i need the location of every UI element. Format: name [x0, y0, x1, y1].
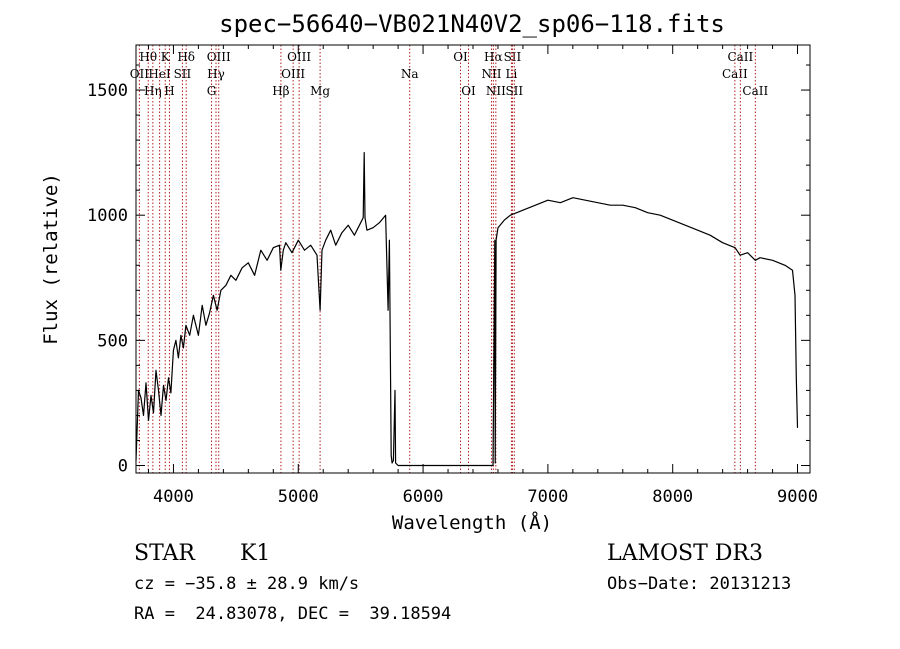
coordinates: RA = 24.83078, DEC = 39.18594 — [134, 604, 451, 624]
subclass: K1 — [240, 541, 270, 566]
line-marker-label-4: K — [161, 50, 171, 64]
y-axis-label: Flux (relative) — [40, 173, 62, 345]
plot-frame — [135, 44, 811, 474]
x-tick-label-0: 4000 — [153, 487, 194, 507]
line-marker-label-24: CaII — [722, 67, 748, 81]
x-tick-label-5: 9000 — [777, 487, 818, 507]
line-marker-label-21: Li — [506, 67, 518, 81]
line-marker-label-10: G — [207, 84, 217, 98]
line-marker-label-0: Hθ — [139, 50, 157, 64]
line-marker-label-12: OIII — [281, 67, 305, 81]
line-marker-label-17: OI — [461, 84, 476, 98]
y-tick-label-1: 500 — [97, 331, 128, 351]
survey-name: LAMOST DR3 — [607, 541, 763, 566]
series-line-0 — [135, 152, 799, 467]
object-class: STAR — [134, 541, 196, 566]
x-axis-label: Wavelength (Å) — [392, 511, 552, 534]
y-tick-label-2: 1000 — [87, 206, 128, 226]
line-marker-label-22: SII — [504, 50, 522, 64]
redshift-info: cz = −35.8 ± 28.9 km/s — [134, 574, 359, 594]
obs-date: Obs−Date: 20131213 — [607, 574, 791, 594]
line-marker-label-8: OIII — [207, 50, 231, 64]
y-tick-label-3: 1500 — [87, 81, 128, 101]
y-axis: 0 500 1000 1500 — [87, 64, 810, 476]
line-marker-label-16: OI — [453, 50, 468, 64]
line-marker-label-3: HeI — [148, 67, 171, 81]
line-marker-label-9: Hγ — [207, 67, 225, 81]
line-marker-label-11: Hβ — [272, 84, 289, 98]
y-tick-label-0: 0 — [118, 456, 128, 476]
spectrum-series — [135, 152, 799, 467]
line-marker-label-2: Hη — [144, 84, 162, 98]
x-axis: 4000 5000 6000 7000 8000 9000 — [147, 45, 818, 507]
line-marker-label-26: CaII — [742, 84, 768, 98]
line-marker-label-5: H — [164, 84, 174, 98]
line-marker-label-19: Hα — [484, 50, 503, 64]
line-marker-label-13: OIII — [287, 50, 311, 64]
line-marker-label-1: OII — [130, 67, 150, 81]
line-marker-label-15: Na — [401, 67, 419, 81]
x-tick-label-1: 5000 — [278, 487, 319, 507]
line-marker-label-25: CaII — [727, 50, 753, 64]
x-tick-label-2: 6000 — [403, 487, 444, 507]
chart-title: spec−56640−VB021N40V2_sp06−118.fits — [219, 10, 725, 38]
line-marker-label-23: SII — [505, 84, 523, 98]
x-tick-label-3: 7000 — [527, 487, 568, 507]
line-marker-label-20: NII — [486, 84, 506, 98]
line-marker-label-6: SII — [174, 67, 192, 81]
line-marker-label-7: Hδ — [177, 50, 195, 64]
line-marker-label-18: NII — [481, 67, 501, 81]
x-tick-label-4: 8000 — [652, 487, 693, 507]
line-marker-label-14: Mg — [310, 84, 330, 98]
